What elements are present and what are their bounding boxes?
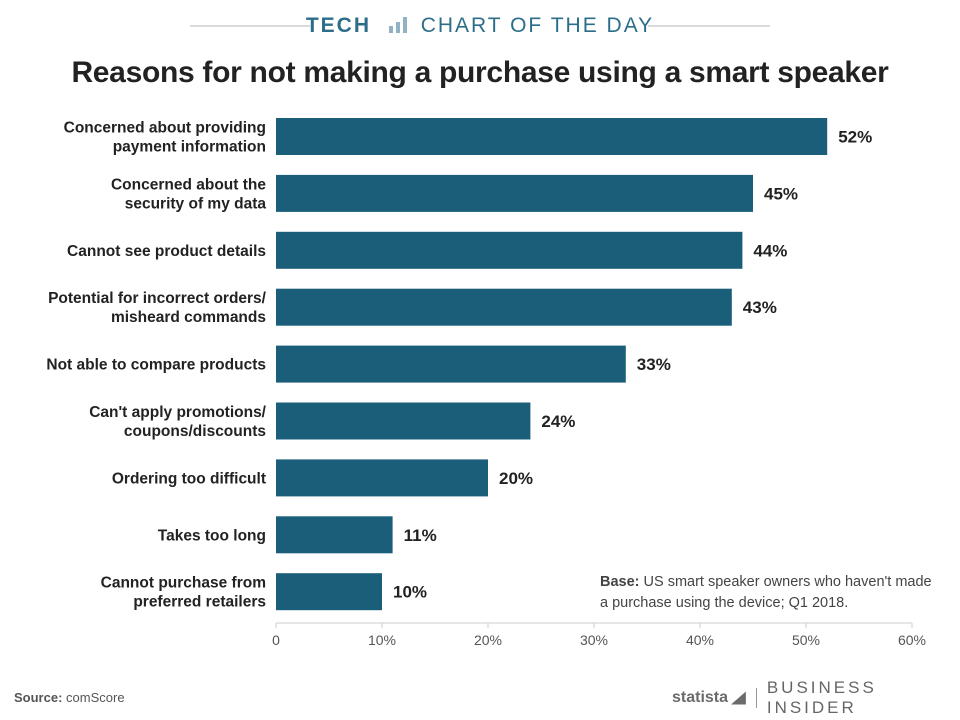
category-label: security of my data [125, 195, 267, 212]
category-label: Cannot purchase from [101, 575, 266, 592]
category-label: Concerned about the [111, 176, 266, 193]
category-label: coupons/discounts [124, 423, 266, 440]
base-note: Base: US smart speaker owners who haven'… [600, 572, 940, 614]
category-label: payment information [113, 139, 266, 156]
bar [276, 174, 753, 212]
header-series-title: CHART OF THE DAY [420, 14, 655, 37]
base-note-label: Base: [600, 574, 640, 590]
category-label: Can't apply promotions/ [89, 404, 266, 421]
statista-mark-icon [731, 691, 746, 705]
x-tick-label: 50% [792, 632, 820, 648]
x-tick-label: 0 [272, 632, 280, 648]
header-rule-right [648, 25, 770, 27]
category-label: Ordering too difficult [112, 470, 266, 487]
x-tick-label: 30% [580, 632, 608, 648]
bar-value-label: 43% [743, 298, 777, 317]
source-text: comScore [66, 690, 125, 705]
bar-value-label: 20% [499, 469, 533, 488]
x-tick-label: 60% [898, 632, 926, 648]
bar [276, 459, 488, 497]
bar [276, 231, 743, 269]
category-label: misheard commands [111, 309, 266, 326]
header-rule-left [190, 25, 310, 27]
category-label: Potential for incorrect orders/ [48, 290, 267, 307]
bar-value-label: 10% [393, 583, 427, 602]
category-label: Cannot see product details [67, 243, 266, 260]
publisher-logo: BUSINESS INSIDER [766, 678, 877, 717]
base-note-text: US smart speaker owners who haven't made… [600, 574, 932, 611]
x-tick-label: 10% [368, 632, 396, 648]
header-section: TECH [305, 14, 371, 37]
bar [276, 118, 828, 155]
bar [276, 573, 382, 611]
bar-value-label: 33% [637, 355, 671, 374]
category-label: Not able to compare products [46, 357, 266, 374]
x-tick-label: 40% [686, 632, 714, 648]
category-label: Concerned about providing [64, 120, 266, 137]
bar-value-label: 11% [404, 526, 437, 545]
bar [276, 345, 626, 383]
chart-title: Reasons for not making a purchase using … [71, 56, 889, 89]
source-label: Source: [14, 690, 63, 705]
category-label: preferred retailers [133, 594, 266, 611]
footer-divider [755, 688, 757, 708]
bar [276, 288, 732, 326]
bar-value-label: 44% [753, 241, 787, 260]
bar-value-label: 52% [838, 128, 872, 147]
source-note: Source: comScore [14, 690, 125, 705]
x-tick-label: 20% [474, 632, 502, 648]
category-label: Takes too long [158, 527, 266, 544]
header: TECH CHART OF THE DAY [0, 12, 960, 40]
statista-logo: statista [672, 689, 729, 706]
footer-branding: statista BUSINESS INSIDER [672, 678, 960, 717]
bar [276, 402, 531, 440]
bar [276, 516, 393, 554]
bar-value-label: 45% [764, 184, 798, 203]
bar-value-label: 24% [541, 412, 575, 431]
bar-chart-icon [388, 17, 407, 33]
